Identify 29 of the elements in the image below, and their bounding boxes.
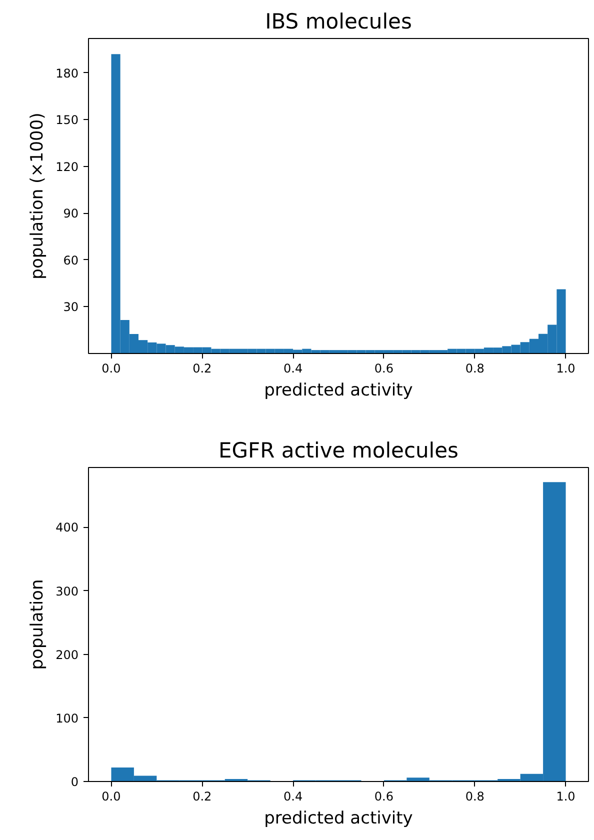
y-tick-label: 200 [56,648,78,662]
x-tick-label: 1.0 [556,790,576,804]
x-axis-title: predicted activity [264,380,413,400]
x-tick-label: 0.8 [465,790,484,804]
y-tick-label: 120 [56,160,78,174]
y-tick-label: 60 [63,253,79,268]
y-tick-label: 0 [70,775,79,789]
x-tick-label: 0.8 [465,362,484,376]
x-tick-label: 0.4 [284,362,303,376]
x-tick-label: 1.0 [556,362,576,376]
x-tick-label: 0.6 [374,790,394,804]
x-tick-label: 0.2 [192,790,212,804]
x-tick-label: 0.6 [374,362,394,376]
y-tick-label: 30 [63,300,79,314]
x-tick-label: 0.4 [284,790,303,804]
x-tick-label: 0.0 [102,790,121,804]
y-axis-title: population [28,579,48,670]
y-tick-label: 180 [56,66,78,80]
y-tick-label: 300 [56,584,78,598]
chart-title: EGFR active molecules [218,438,459,462]
y-tick-label: 90 [63,206,79,221]
y-axis-title: population (×1000) [28,112,48,280]
chart-title: IBS molecules [265,10,412,34]
y-tick-label: 400 [56,520,78,535]
x-tick-label: 0.2 [192,362,212,376]
y-tick-label: 100 [56,711,78,726]
x-tick-label: 0.0 [102,362,121,376]
x-axis-title: predicted activity [264,808,413,828]
y-tick-label: 150 [56,113,78,128]
